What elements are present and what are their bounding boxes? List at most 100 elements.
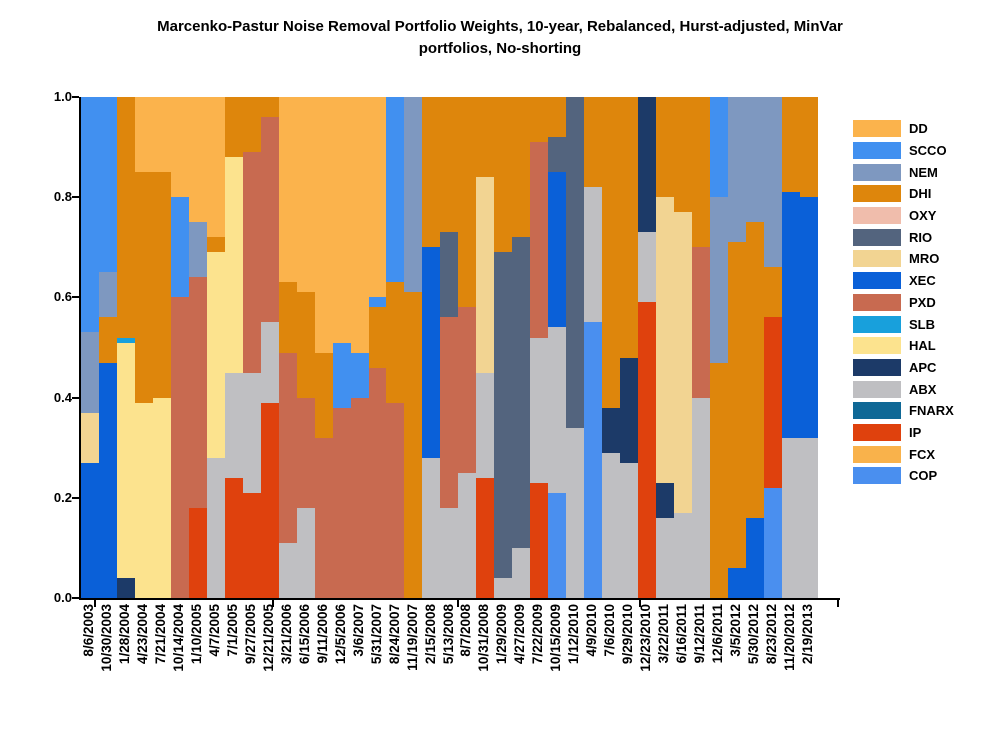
bar-segment-abx — [476, 372, 495, 478]
legend-swatch-oxy — [853, 207, 901, 225]
bar-segment-dhi — [278, 282, 297, 353]
bar-segment-dd — [332, 97, 351, 343]
x-tick-label: 6/16/2011 — [674, 604, 690, 664]
bar-segment-pxd — [530, 142, 549, 338]
bar-segment-dd — [134, 97, 153, 173]
x-tick-label: 4/27/2009 — [512, 604, 528, 665]
bar — [709, 97, 728, 598]
legend-label: SCCO — [909, 143, 947, 159]
legend-label: DHI — [909, 186, 932, 202]
bar — [350, 97, 369, 598]
x-tick-mark — [457, 600, 459, 607]
legend-swatch-scco — [853, 142, 901, 160]
bar — [242, 97, 261, 598]
legend-label: OXY — [909, 208, 937, 224]
bar-segment-dd — [188, 97, 207, 223]
x-tick-label: 11/19/2007 — [404, 604, 420, 671]
bar-segment-hal — [134, 402, 153, 598]
bar-segment-scco — [368, 297, 387, 308]
bar — [152, 97, 171, 598]
bar — [260, 97, 279, 598]
bars-container — [81, 97, 818, 598]
x-tick-label: 9/11/2006 — [314, 604, 330, 664]
bar — [332, 97, 351, 598]
bar-segment-apc — [656, 482, 674, 518]
bar-segment-dhi — [656, 97, 674, 198]
legend-swatch-ip — [853, 423, 901, 441]
legend-item: MRO — [853, 248, 954, 270]
bar-segment-cop — [548, 492, 567, 598]
bar-segment-pxd — [386, 402, 405, 598]
bar-segment-hal — [152, 397, 171, 598]
bar-segment-mro — [81, 412, 99, 463]
bar-segment-scco — [332, 342, 351, 408]
bar-segment-scco — [386, 97, 405, 283]
bar-segment-scco — [170, 197, 189, 298]
x-tick-label: 12/5/2006 — [332, 604, 348, 665]
legend-item: IP — [853, 422, 954, 444]
y-tick-label: 0.8 — [53, 189, 72, 205]
bar — [602, 97, 621, 598]
x-tick-label: 2/15/2008 — [422, 604, 438, 665]
legend-swatch-fnarx — [853, 402, 901, 420]
bar-segment-dhi — [260, 97, 279, 118]
bar-segment-scco — [709, 97, 728, 198]
bar-segment-apc — [620, 357, 639, 463]
bar — [584, 97, 603, 598]
bar-segment-dhi — [98, 317, 117, 363]
bar-segment-scco — [98, 97, 117, 273]
legend-item: NEM — [853, 161, 954, 183]
bar — [134, 97, 153, 598]
bar-segment-ip — [242, 492, 261, 598]
legend-swatch-dhi — [853, 185, 901, 203]
x-tick-label: 3/22/2011 — [656, 604, 672, 664]
bar-segment-abx — [494, 577, 513, 598]
y-tick-mark — [72, 296, 79, 299]
bar-segment-ip — [260, 402, 279, 598]
x-tick-label: 10/14/2004 — [170, 604, 186, 672]
legend-swatch-nem — [853, 163, 901, 181]
bar — [206, 97, 225, 598]
bar-segment-abx — [242, 372, 261, 493]
x-tick-label: 3/6/2007 — [350, 604, 366, 657]
bar-segment-abx — [458, 472, 477, 598]
bar-segment-ip — [638, 302, 656, 598]
bar — [440, 97, 459, 598]
bar — [799, 97, 818, 598]
bar-segment-dhi — [763, 267, 782, 318]
bar — [458, 97, 477, 598]
legend-swatch-fcx — [853, 445, 901, 463]
legend-item: DD — [853, 118, 954, 140]
bar-segment-dhi — [116, 97, 135, 338]
legend-label: SLB — [909, 316, 935, 332]
bar-segment-dd — [296, 97, 315, 293]
x-tick-label: 4/7/2005 — [206, 604, 222, 657]
y-tick-mark — [72, 396, 79, 399]
bar-segment-slb — [116, 337, 135, 343]
bar-segment-dhi — [386, 282, 405, 403]
bar-segment-rio — [566, 97, 585, 428]
y-tick-label: 1.0 — [53, 89, 72, 104]
x-tick-label: 4/23/2004 — [134, 604, 150, 665]
x-tick-label: 1/29/2009 — [494, 604, 510, 665]
bar-segment-abx — [548, 327, 567, 493]
x-tick-label: 9/12/2011 — [692, 604, 708, 664]
bar-segment-dd — [206, 97, 225, 238]
bar-segment-nem — [404, 97, 423, 293]
legend: DD SCCO NEM DHI OXY RIO MRO XEC PXD SLB HAL APC ABX F… — [853, 118, 954, 487]
bar — [673, 97, 692, 598]
y-tick-label: 0.0 — [53, 590, 72, 605]
bar-segment-abx — [206, 457, 225, 598]
legend-item: XEC — [853, 270, 954, 292]
bar — [781, 97, 800, 598]
bar-segment-abx — [673, 512, 692, 598]
legend-item: RIO — [853, 226, 954, 248]
bar — [170, 97, 189, 598]
bar-segment-dhi — [602, 97, 621, 408]
bar — [727, 97, 746, 598]
legend-swatch-xec — [853, 272, 901, 290]
legend-item: FCX — [853, 443, 954, 465]
bar-segment-dhi — [494, 97, 513, 253]
bar-segment-xec — [781, 192, 800, 438]
x-tick-label: 5/13/2008 — [440, 604, 456, 665]
